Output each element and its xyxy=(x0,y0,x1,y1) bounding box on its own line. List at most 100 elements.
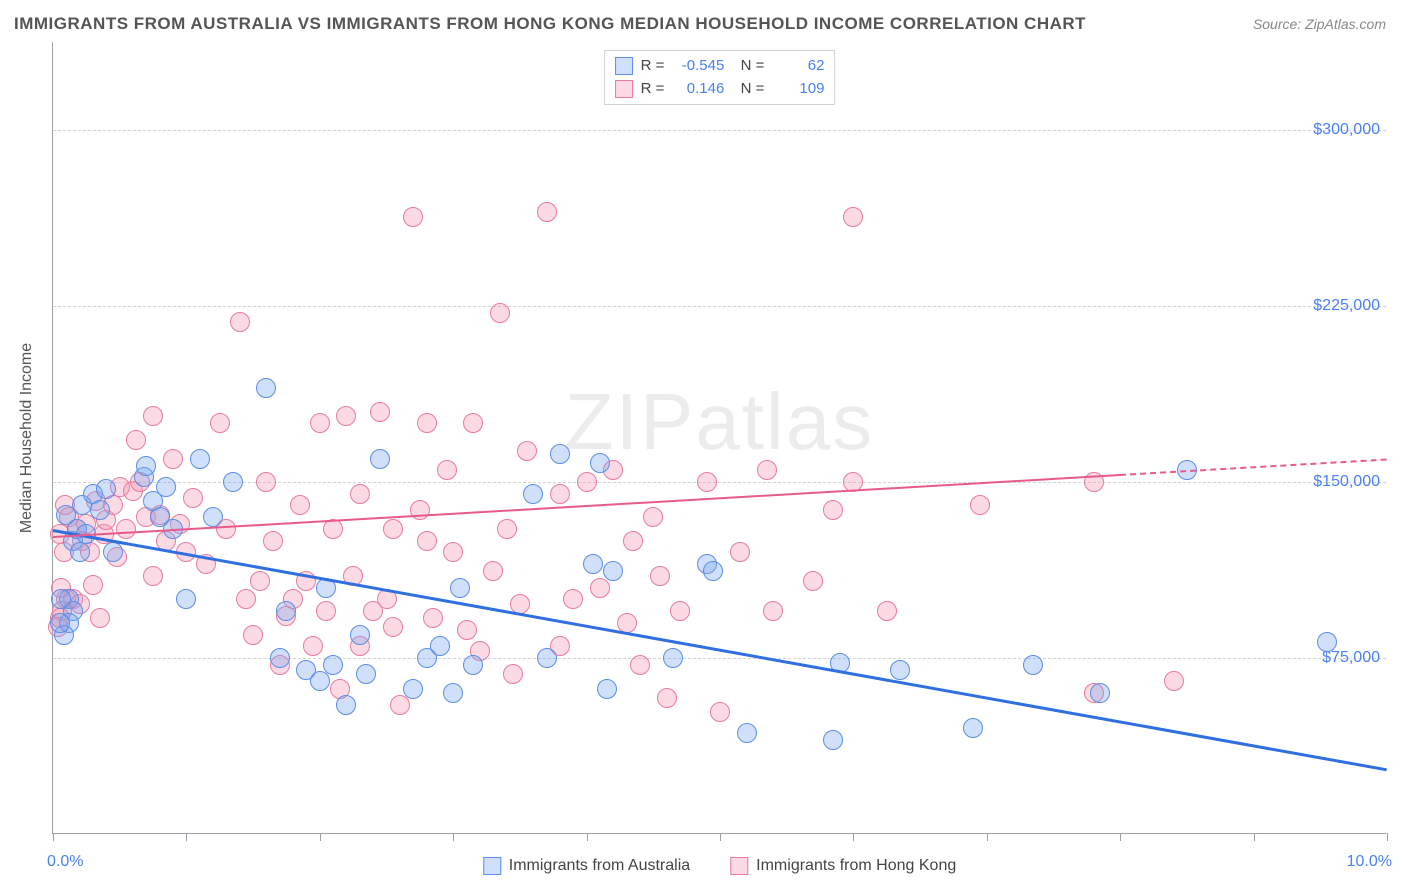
data-point-hongkong xyxy=(303,636,323,656)
data-point-australia xyxy=(737,723,757,743)
n-value-hongkong: 109 xyxy=(772,78,824,101)
data-point-australia xyxy=(50,613,70,633)
data-point-hongkong xyxy=(643,507,663,527)
data-point-hongkong xyxy=(243,625,263,645)
data-point-hongkong xyxy=(236,589,256,609)
r-value-hongkong: 0.146 xyxy=(672,78,724,101)
data-point-australia xyxy=(450,578,470,598)
x-tick xyxy=(720,833,721,841)
gridline-h xyxy=(53,482,1386,483)
chart-container: IMMIGRANTS FROM AUSTRALIA VS IMMIGRANTS … xyxy=(10,10,1396,882)
watermark: ZIPatlas xyxy=(565,376,874,468)
data-point-hongkong xyxy=(497,519,517,539)
correlation-legend: R =-0.545 N =62R =0.146 N =109 xyxy=(604,50,836,105)
data-point-hongkong xyxy=(183,488,203,508)
x-tick xyxy=(1254,833,1255,841)
data-point-hongkong xyxy=(503,664,523,684)
data-point-hongkong xyxy=(537,202,557,222)
data-point-hongkong xyxy=(517,441,537,461)
x-axis-min-label: 0.0% xyxy=(47,853,83,871)
data-point-australia xyxy=(270,648,290,668)
data-point-australia xyxy=(203,507,223,527)
data-point-hongkong xyxy=(383,617,403,637)
data-point-australia xyxy=(583,554,603,574)
swatch-australia xyxy=(615,57,633,75)
data-point-australia xyxy=(463,655,483,675)
data-point-australia xyxy=(356,664,376,684)
data-point-hongkong xyxy=(437,460,457,480)
data-point-hongkong xyxy=(803,571,823,591)
x-tick xyxy=(53,833,54,841)
data-point-hongkong xyxy=(230,312,250,332)
data-point-hongkong xyxy=(316,601,336,621)
data-point-australia xyxy=(603,561,623,581)
x-tick xyxy=(320,833,321,841)
data-point-australia xyxy=(96,479,116,499)
data-point-australia xyxy=(590,453,610,473)
data-point-hongkong xyxy=(336,406,356,426)
source-attribution: Source: ZipAtlas.com xyxy=(1253,16,1386,32)
data-point-hongkong xyxy=(263,531,283,551)
legend-row-hongkong: R = 0.146 N = 109 xyxy=(615,78,825,101)
gridline-h xyxy=(53,130,1386,131)
gridline-h xyxy=(53,658,1386,659)
data-point-australia xyxy=(1023,655,1043,675)
n-value-australia: 62 xyxy=(772,55,824,78)
chart-title: IMMIGRANTS FROM AUSTRALIA VS IMMIGRANTS … xyxy=(10,10,1396,36)
data-point-australia xyxy=(190,449,210,469)
data-point-australia xyxy=(523,484,543,504)
data-point-hongkong xyxy=(650,566,670,586)
data-point-hongkong xyxy=(417,531,437,551)
data-point-hongkong xyxy=(970,495,990,515)
x-tick xyxy=(186,833,187,841)
data-point-australia xyxy=(90,500,110,520)
data-point-australia xyxy=(823,730,843,750)
n-label: N = xyxy=(732,55,764,78)
data-point-hongkong xyxy=(657,688,677,708)
n-label: N = xyxy=(732,78,764,101)
data-point-hongkong xyxy=(710,702,730,722)
data-point-hongkong xyxy=(843,207,863,227)
data-point-australia xyxy=(890,660,910,680)
data-point-australia xyxy=(430,636,450,656)
x-axis-max-label: 10.0% xyxy=(1347,853,1392,871)
data-point-hongkong xyxy=(483,561,503,581)
data-point-australia xyxy=(323,655,343,675)
data-point-australia xyxy=(1317,632,1337,652)
data-point-hongkong xyxy=(383,519,403,539)
data-point-hongkong xyxy=(623,531,643,551)
data-point-australia xyxy=(70,542,90,562)
data-point-hongkong xyxy=(457,620,477,640)
data-point-hongkong xyxy=(443,542,463,562)
data-point-hongkong xyxy=(757,460,777,480)
data-point-australia xyxy=(256,378,276,398)
data-point-australia xyxy=(443,683,463,703)
data-point-australia xyxy=(597,679,617,699)
data-point-hongkong xyxy=(823,500,843,520)
data-point-hongkong xyxy=(550,484,570,504)
swatch-hongkong xyxy=(730,857,748,875)
r-label: R = xyxy=(641,78,665,101)
swatch-hongkong xyxy=(615,80,633,98)
data-point-australia xyxy=(176,589,196,609)
gridline-h xyxy=(53,306,1386,307)
data-point-hongkong xyxy=(350,484,370,504)
data-point-australia xyxy=(310,671,330,691)
data-point-australia xyxy=(663,648,683,668)
x-tick xyxy=(453,833,454,841)
legend-label-hongkong: Immigrants from Hong Kong xyxy=(756,857,956,875)
data-point-australia xyxy=(136,456,156,476)
swatch-australia xyxy=(483,857,501,875)
data-point-australia xyxy=(703,561,723,581)
data-point-hongkong xyxy=(403,207,423,227)
x-tick xyxy=(1120,833,1121,841)
data-point-hongkong xyxy=(143,406,163,426)
data-point-australia xyxy=(103,542,123,562)
data-point-australia xyxy=(370,449,390,469)
x-tick xyxy=(987,833,988,841)
data-point-australia xyxy=(1090,683,1110,703)
data-point-australia xyxy=(276,601,296,621)
r-label: R = xyxy=(641,55,665,78)
data-point-hongkong xyxy=(463,413,483,433)
legend-item-hongkong: Immigrants from Hong Kong xyxy=(730,857,956,875)
